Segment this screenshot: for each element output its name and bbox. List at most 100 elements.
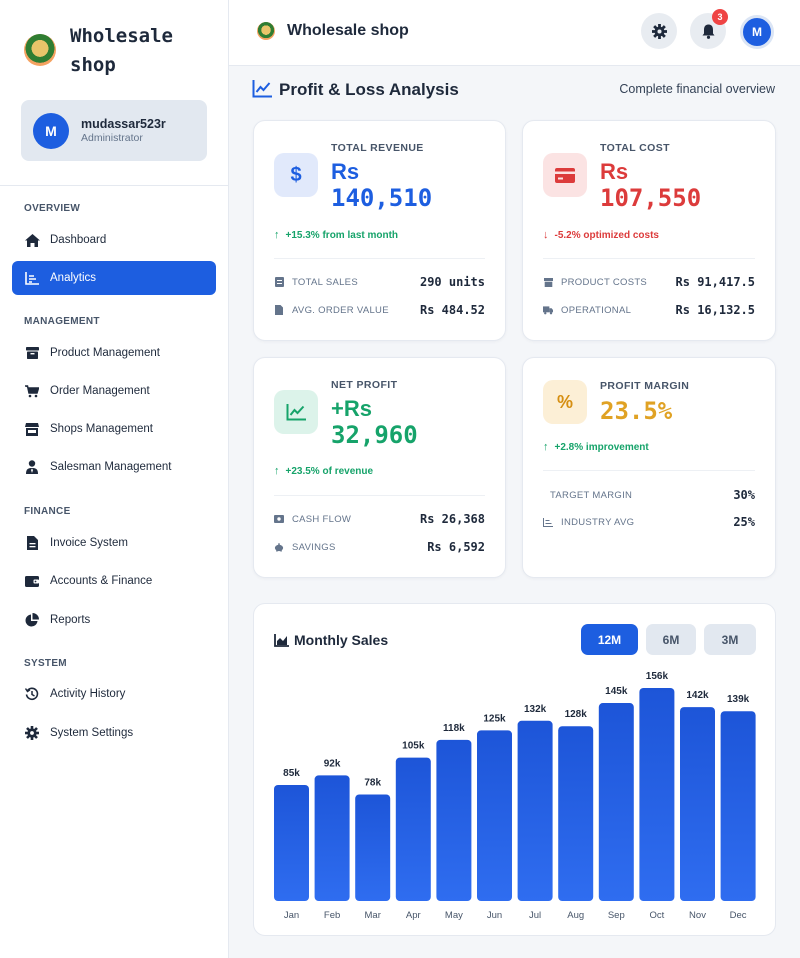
bar-mar[interactable] bbox=[355, 794, 391, 902]
stat-value: 290 units bbox=[419, 275, 485, 289]
bar-feb[interactable] bbox=[314, 775, 350, 901]
trend-indicator: ↑ +23.5% of revenue bbox=[274, 465, 373, 477]
sidebar-item-label: System Settings bbox=[50, 727, 134, 739]
bar-apr[interactable] bbox=[395, 757, 431, 901]
x-tick-label: Dec bbox=[730, 910, 747, 921]
store-icon bbox=[24, 421, 40, 437]
sidebar-item-invoice-system[interactable]: Invoice System bbox=[12, 526, 216, 560]
bar-value-label: 92k bbox=[324, 758, 341, 769]
bar-oct[interactable] bbox=[639, 688, 675, 901]
bar-value-label: 128k bbox=[565, 709, 588, 720]
sidebar-item-shops-management[interactable]: Shops Management bbox=[12, 412, 216, 446]
dollar-icon: $ bbox=[274, 153, 318, 197]
stat-row: INDUSTRY AVG 25% bbox=[543, 515, 755, 529]
sidebar-item-accounts-finance[interactable]: Accounts & Finance bbox=[12, 564, 216, 598]
stat-value: Rs 16,132.5 bbox=[675, 303, 755, 317]
trend-text: +15.3% from last month bbox=[285, 229, 399, 241]
bar-jun[interactable] bbox=[477, 730, 512, 901]
bar-aug[interactable] bbox=[558, 726, 594, 901]
card-amount: 107,550 bbox=[600, 184, 702, 212]
header-logo bbox=[257, 22, 275, 40]
notification-badge: 3 bbox=[712, 9, 728, 25]
avatar[interactable]: M bbox=[740, 15, 774, 49]
sidebar-item-system-settings[interactable]: System Settings bbox=[12, 716, 216, 750]
bar-nov[interactable] bbox=[680, 707, 715, 901]
brand-title: Wholesale shop bbox=[70, 25, 173, 76]
home-icon bbox=[24, 232, 40, 248]
x-tick-label: Aug bbox=[567, 910, 584, 921]
gear-icon bbox=[24, 725, 40, 741]
sidebar-item-reports[interactable]: Reports bbox=[12, 603, 216, 637]
card-label: PROFIT MARGIN bbox=[600, 380, 690, 392]
brand[interactable]: Wholesale shop bbox=[24, 22, 190, 80]
stat-label: AVG. ORDER VALUE bbox=[292, 304, 389, 316]
bar-jul[interactable] bbox=[517, 720, 553, 901]
monthly-sales-card: Monthly Sales 12M 6M 3M 85k Jan 92k Feb 78k M… bbox=[253, 603, 776, 936]
stat-label: TARGET MARGIN bbox=[550, 489, 633, 501]
bar-jan[interactable] bbox=[274, 784, 309, 901]
page-title: Profit & Loss Analysis bbox=[279, 80, 459, 99]
bar-value-label: 118k bbox=[443, 723, 465, 734]
settings-button[interactable] bbox=[641, 13, 677, 49]
user-card[interactable]: M mudassar523r Administrator bbox=[21, 100, 207, 161]
sidebar-item-order-management[interactable]: Order Management bbox=[12, 374, 216, 408]
stat-value: 25% bbox=[733, 515, 755, 529]
bar-value-label: 85k bbox=[283, 768, 300, 779]
stat-row: OPERATIONAL Rs 16,132.5 bbox=[543, 303, 755, 317]
bar-may[interactable] bbox=[436, 739, 472, 901]
trend-indicator: ↑ +15.3% from last month bbox=[274, 229, 398, 241]
bar-sep[interactable] bbox=[598, 703, 634, 901]
stat-value: Rs 6,592 bbox=[427, 540, 485, 554]
percent-icon: % bbox=[543, 380, 587, 424]
user-name: mudassar523r bbox=[81, 117, 166, 131]
range-3m-button[interactable]: 3M bbox=[704, 624, 756, 655]
sidebar-item-label: Activity History bbox=[50, 688, 126, 700]
sidebar-item-analytics[interactable]: Analytics bbox=[12, 261, 216, 295]
stat-label: PRODUCT COSTS bbox=[561, 276, 648, 288]
stat-row: PRODUCT COSTS Rs 91,417.5 bbox=[543, 275, 755, 289]
nav-section-management: MANAGEMENT bbox=[24, 316, 100, 327]
arrow-up-icon: ↑ bbox=[274, 465, 280, 477]
currency-label: +Rs bbox=[331, 396, 372, 421]
bar-value-label: 156k bbox=[646, 671, 669, 682]
sidebar-item-label: Analytics bbox=[50, 272, 97, 284]
range-6m-button[interactable]: 6M bbox=[646, 624, 696, 655]
gear-icon bbox=[651, 23, 667, 39]
sidebar-item-activity-history[interactable]: Activity History bbox=[12, 677, 216, 711]
sidebar: Wholesale shop M mudassar523r Administra… bbox=[0, 0, 229, 958]
trend-indicator: ↓ -5.2% optimized costs bbox=[543, 229, 659, 241]
stat-row: TARGET MARGIN 30% bbox=[550, 488, 755, 502]
card-divider bbox=[543, 258, 755, 259]
chart-line-icon bbox=[252, 80, 272, 98]
bar-value-label: 132k bbox=[524, 704, 547, 715]
trend-text: +2.8% improvement bbox=[554, 441, 649, 453]
bar-value-label: 142k bbox=[686, 690, 709, 701]
sidebar-item-label: Shops Management bbox=[50, 423, 153, 435]
stat-value: 30% bbox=[733, 488, 755, 502]
trend-text: +23.5% of revenue bbox=[285, 465, 374, 477]
x-tick-label: May bbox=[445, 910, 463, 921]
stat-row: SAVINGS Rs 6,592 bbox=[274, 540, 485, 554]
stat-value: Rs 91,417.5 bbox=[675, 275, 755, 289]
notifications-button[interactable]: 3 bbox=[690, 9, 728, 49]
piggy-bank-icon bbox=[274, 542, 284, 552]
stat-value: Rs 26,368 bbox=[419, 512, 485, 526]
stat-row: TOTAL SALES 290 units bbox=[274, 275, 485, 289]
card-label: NET PROFIT bbox=[331, 379, 398, 391]
page-subtitle: Complete financial overview bbox=[619, 82, 775, 96]
brand-logo bbox=[24, 34, 56, 66]
card-label: TOTAL REVENUE bbox=[331, 142, 424, 154]
x-tick-label: Jan bbox=[284, 910, 299, 921]
x-tick-label: Mar bbox=[365, 910, 381, 921]
nav-section-system: SYSTEM bbox=[24, 658, 67, 669]
sidebar-item-salesman-management[interactable]: Salesman Management bbox=[12, 450, 216, 484]
history-icon bbox=[24, 686, 40, 702]
x-tick-label: Jun bbox=[487, 910, 502, 921]
sidebar-item-product-management[interactable]: Product Management bbox=[12, 336, 216, 370]
bar-dec[interactable] bbox=[720, 711, 756, 901]
bar-value-label: 125k bbox=[483, 713, 506, 724]
sidebar-item-dashboard[interactable]: Dashboard bbox=[12, 223, 216, 257]
range-12m-button[interactable]: 12M bbox=[581, 624, 638, 655]
topbar: Wholesale shop 3 M bbox=[229, 0, 800, 66]
stat-row: AVG. ORDER VALUE Rs 484.52 bbox=[274, 303, 485, 317]
